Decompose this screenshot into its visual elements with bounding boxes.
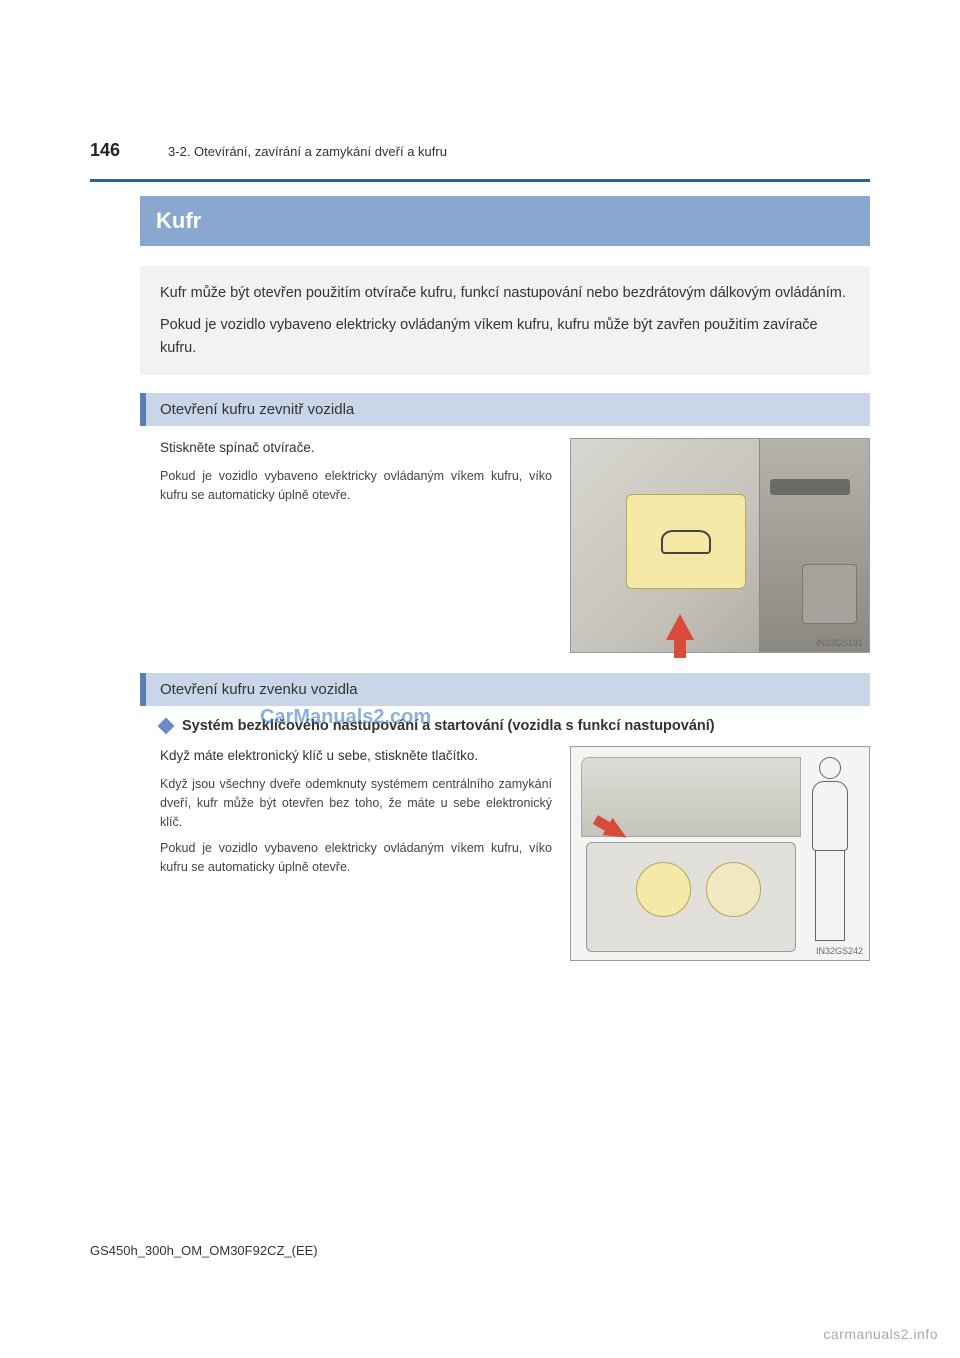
section1-sub-text: Pokud je vozidlo vybaveno elektricky ovl… bbox=[160, 467, 552, 506]
subsection-heading-2: Otevření kufru zvenku vozidla bbox=[140, 673, 870, 706]
up-arrow-icon bbox=[666, 614, 694, 640]
page-title: Kufr bbox=[140, 196, 870, 246]
diamond-bullet-icon bbox=[158, 718, 175, 735]
section1-main-text: Stiskněte spínač otvírače. bbox=[160, 438, 552, 458]
illustration-trunk-exterior: IN32GS242 bbox=[570, 746, 870, 961]
illustration-interior-button: IN32GS191 bbox=[570, 438, 870, 653]
intro-box: Kufr může být otevřen použitím otvírače … bbox=[140, 266, 870, 375]
intro-paragraph-2: Pokud je vozidlo vybaveno elektricky ovl… bbox=[160, 314, 850, 359]
section2-sub-text-2: Pokud je vozidlo vybaveno elektricky ovl… bbox=[160, 839, 552, 878]
image-label-2: IN32GS242 bbox=[816, 946, 863, 956]
page-number: 146 bbox=[90, 140, 120, 161]
subsection-heading-1: Otevření kufru zevnitř vozidla bbox=[140, 393, 870, 426]
person-outline-icon bbox=[802, 757, 857, 952]
image-label-1: IN32GS191 bbox=[816, 638, 863, 648]
section2-sub-text-1: Když jsou všechny dveře odemknuty systém… bbox=[160, 775, 552, 833]
section2-main-text: Když máte elektronický klíč u sebe, stis… bbox=[160, 746, 552, 766]
intro-paragraph-1: Kufr může být otevřen použitím otvírače … bbox=[160, 282, 850, 304]
footer-code: GS450h_300h_OM_OM30F92CZ_(EE) bbox=[90, 1243, 318, 1258]
breadcrumb: 3-2. Otevírání, zavírání a zamykání dveř… bbox=[168, 144, 447, 159]
header-divider bbox=[90, 179, 870, 182]
car-trunk-icon bbox=[661, 530, 711, 554]
section2-bullet-text: Systém bezklíčového nastupování a starto… bbox=[182, 718, 715, 734]
watermark-bottom: carmanuals2.info bbox=[823, 1326, 938, 1342]
